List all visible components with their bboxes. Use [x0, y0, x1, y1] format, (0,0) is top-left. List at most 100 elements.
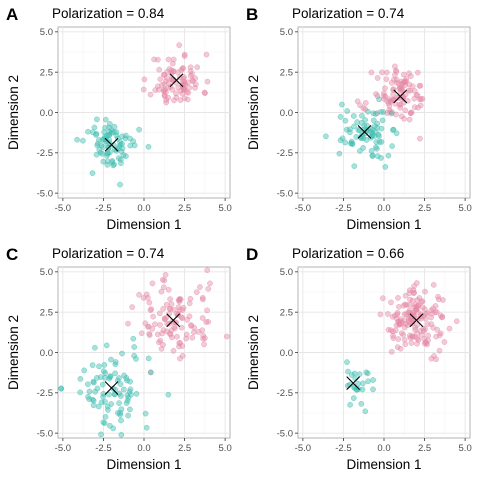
data-point: [337, 114, 344, 120]
data-point: [399, 86, 405, 93]
data-point: [359, 112, 365, 119]
data-point: [117, 412, 123, 418]
data-point: [390, 332, 396, 339]
data-point: [181, 95, 188, 101]
data-point: [191, 329, 197, 336]
data-point: [161, 277, 168, 284]
data-point: [152, 87, 159, 94]
data-point: [152, 321, 158, 328]
data-point: [400, 80, 407, 86]
data-point: [116, 375, 122, 381]
data-point: [115, 410, 121, 416]
data-point: [192, 84, 198, 91]
chart-title: Polarization = 0.74: [292, 6, 405, 21]
data-point: [108, 356, 114, 363]
data-point: [440, 297, 446, 303]
data-point: [118, 148, 125, 155]
data-point: [362, 100, 369, 106]
data-point: [402, 341, 409, 348]
data-point: [383, 69, 390, 76]
y-tick-label: 2.5: [40, 307, 53, 318]
data-point: [412, 324, 419, 331]
x-axis-title: Dimension 1: [106, 217, 181, 232]
y-tick-label: 0.0: [280, 348, 293, 359]
data-point: [171, 97, 177, 104]
data-point: [179, 352, 186, 359]
data-point: [140, 86, 147, 93]
data-point: [85, 381, 91, 388]
data-point: [142, 410, 149, 417]
data-point: [203, 319, 210, 325]
data-point: [370, 386, 376, 393]
data-point: [168, 301, 175, 308]
data-point: [401, 115, 407, 122]
data-point: [131, 142, 138, 149]
x-tick-label: 5.0: [459, 203, 472, 214]
data-point: [99, 150, 106, 157]
data-point: [94, 385, 101, 392]
data-point: [350, 113, 357, 119]
data-point: [127, 142, 134, 149]
data-point: [342, 117, 349, 124]
data-point: [157, 76, 164, 83]
data-point: [170, 68, 177, 75]
data-point: [154, 331, 161, 338]
y-tick-label: -2.5: [277, 148, 293, 159]
data-point: [133, 356, 139, 362]
data-point: [176, 42, 183, 48]
data-point: [94, 116, 100, 123]
data-point: [116, 400, 122, 406]
y-tick-label: 0.0: [40, 108, 53, 119]
data-point: [393, 315, 400, 322]
data-point: [143, 291, 150, 298]
data-point: [162, 89, 169, 96]
data-point: [77, 389, 84, 396]
data-point: [418, 313, 425, 320]
y-tick-label: -2.5: [37, 148, 53, 159]
data-point: [199, 327, 206, 334]
data-point: [392, 327, 399, 334]
data-point: [357, 134, 364, 141]
data-point: [408, 340, 415, 346]
data-point: [96, 146, 103, 153]
data-point: [116, 143, 123, 150]
data-point: [398, 330, 405, 336]
data-point: [339, 101, 345, 108]
y-tick-label: 5.0: [280, 27, 293, 38]
data-point: [351, 163, 358, 169]
data-point: [102, 414, 109, 420]
data-point: [411, 289, 417, 296]
data-point: [173, 90, 179, 97]
data-point: [127, 406, 133, 413]
data-point: [436, 347, 443, 354]
data-point: [344, 359, 350, 365]
data-point: [163, 97, 170, 103]
data-point: [392, 72, 398, 78]
data-point: [377, 311, 384, 318]
panel-letter: A: [6, 5, 18, 24]
data-point: [80, 137, 86, 144]
data-point: [89, 170, 96, 176]
data-point: [378, 155, 384, 161]
data-point: [203, 51, 210, 58]
data-point: [398, 87, 405, 93]
data-point: [348, 372, 355, 378]
data-point: [421, 335, 428, 342]
y-axis-title: Dimension 2: [6, 315, 21, 390]
data-point: [200, 332, 207, 339]
data-point: [382, 85, 388, 92]
data-point: [401, 317, 408, 324]
data-point: [187, 68, 194, 75]
data-point: [158, 288, 165, 295]
data-point: [433, 333, 440, 340]
data-point: [180, 304, 187, 311]
data-point: [165, 286, 172, 293]
x-axis-title: Dimension 1: [106, 457, 181, 472]
data-point: [386, 103, 393, 109]
data-point: [160, 284, 167, 291]
data-point: [416, 83, 423, 89]
data-point: [411, 104, 418, 111]
data-point: [393, 79, 400, 86]
y-tick-label: 0.0: [280, 108, 293, 119]
data-point: [170, 306, 177, 313]
